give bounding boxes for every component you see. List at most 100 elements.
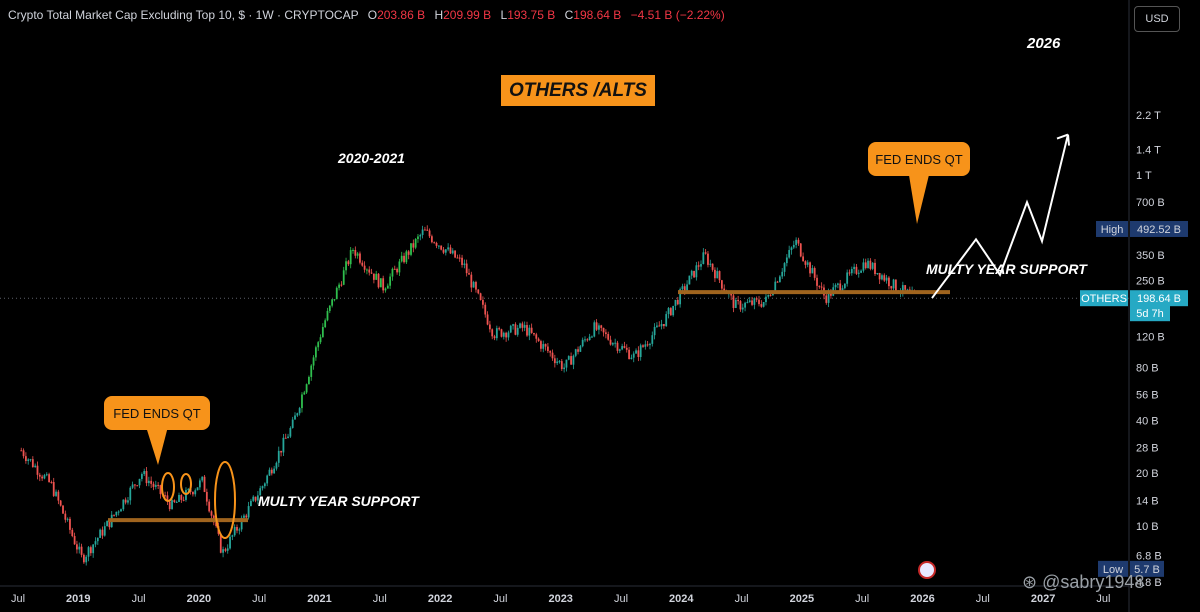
candle-body	[122, 499, 125, 510]
candle-body	[280, 450, 282, 453]
candle-body	[769, 294, 772, 296]
candle-body	[396, 268, 398, 273]
candle-body	[500, 329, 503, 337]
candle-body	[482, 299, 484, 305]
candle-body	[751, 300, 753, 305]
low-tag-label: Low	[1098, 560, 1128, 577]
candle-body	[521, 323, 524, 328]
candle-body	[384, 288, 387, 291]
candle-body	[825, 295, 828, 303]
candle-body	[595, 322, 598, 330]
candle-body	[99, 529, 102, 538]
candle-body	[43, 475, 46, 479]
candle-body	[744, 302, 746, 308]
candle-body	[556, 361, 559, 364]
candle-body	[103, 526, 106, 536]
candle-body	[210, 511, 213, 516]
candle-body	[841, 288, 844, 291]
y-tick-label: 1 T	[1136, 170, 1152, 182]
candle-body	[48, 474, 50, 483]
candle-body	[240, 517, 243, 530]
candle-body	[632, 353, 635, 358]
x-tick-label: 2022	[428, 593, 452, 605]
candle-body	[120, 509, 122, 512]
candle-body	[760, 304, 763, 307]
candle-body	[338, 284, 340, 288]
candle-body	[600, 325, 603, 328]
tag-background	[1098, 560, 1128, 577]
candle-body	[62, 505, 64, 514]
candlestick-series	[20, 225, 916, 566]
annotation-layer: FED ENDS QT FED ENDS QT	[104, 133, 1070, 539]
x-tick-label: Jul	[373, 593, 387, 605]
y-tick-label: 10 B	[1136, 521, 1159, 533]
candle-body	[389, 276, 392, 286]
tag-text: 492.52 B	[1137, 224, 1181, 236]
candle-body	[314, 347, 317, 358]
candle-body	[430, 236, 433, 243]
candle-body	[289, 427, 292, 437]
candle-body	[69, 518, 71, 530]
tag-text: Low	[1103, 564, 1123, 576]
candle-body	[816, 277, 818, 286]
candle-body	[366, 269, 368, 271]
candle-body	[686, 284, 688, 291]
candle-body	[616, 342, 619, 351]
candle-body	[646, 344, 649, 346]
candle-body	[609, 339, 612, 345]
currency-button[interactable]: USD	[1134, 6, 1180, 32]
y-tick-label: 14 B	[1136, 495, 1159, 507]
candle-body	[593, 322, 596, 337]
candle-body	[424, 229, 426, 231]
target-year-label: 2026	[1027, 35, 1061, 52]
candle-body	[753, 298, 756, 305]
candle-body	[809, 262, 811, 274]
open-value: 203.86 B	[377, 8, 426, 22]
y-tick-label: 56 B	[1136, 390, 1159, 402]
candle-body	[509, 325, 512, 333]
callout-box	[868, 142, 970, 176]
candle-body	[662, 324, 665, 327]
candle-body	[447, 247, 450, 250]
candle-body	[298, 408, 301, 414]
candle-body	[843, 283, 846, 289]
symbol-header: Crypto Total Market Cap Excluding Top 10…	[8, 8, 725, 22]
candle-body	[584, 339, 586, 341]
candle-body	[688, 275, 691, 285]
candle-body	[470, 274, 473, 288]
us-flag-icon[interactable]	[918, 561, 936, 579]
candle-body	[85, 556, 88, 563]
watermark-text: @sabry1948	[1042, 572, 1145, 592]
candle-body	[407, 251, 410, 255]
candle-body	[758, 299, 760, 305]
candle-body	[243, 515, 245, 518]
candle-body	[64, 513, 67, 520]
candle-body	[795, 239, 798, 245]
candle-body	[226, 548, 229, 551]
candle-body	[101, 529, 104, 536]
candle-body	[312, 357, 315, 366]
candle-body	[563, 367, 566, 370]
candle-body	[734, 299, 737, 308]
candle-body	[892, 279, 895, 289]
candle-body	[642, 345, 644, 347]
candle-body	[602, 327, 605, 333]
candle-body	[846, 272, 849, 284]
tag-background	[1130, 560, 1164, 577]
open-label: O	[367, 8, 378, 22]
candle-body	[259, 488, 262, 496]
candle-body	[182, 499, 185, 501]
candle-body	[375, 273, 378, 280]
candle-body	[175, 501, 178, 503]
candle-body	[215, 522, 218, 527]
candle-body	[558, 361, 561, 363]
candle-body	[419, 234, 422, 237]
candle-body	[256, 495, 259, 501]
candle-body	[287, 436, 289, 439]
close-label: C	[564, 8, 574, 22]
candle-body	[746, 302, 749, 304]
tag-text: 5d 7h	[1136, 308, 1164, 320]
candle-body	[883, 275, 886, 281]
candle-body	[598, 325, 600, 330]
